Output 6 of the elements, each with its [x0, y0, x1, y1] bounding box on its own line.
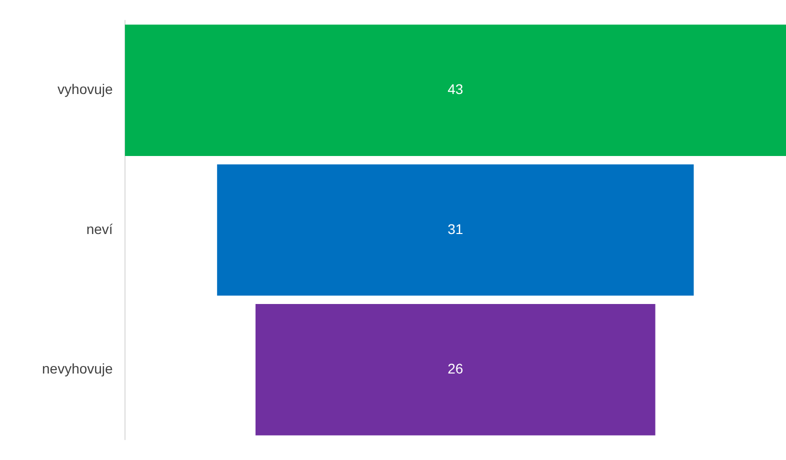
category-label: nevyhovuje	[42, 360, 114, 377]
category-label: neví	[86, 220, 113, 237]
category-label: vyhovuje	[58, 81, 114, 98]
data-label: 26	[448, 360, 464, 377]
data-label: 31	[448, 220, 464, 237]
data-label: 43	[448, 81, 464, 98]
